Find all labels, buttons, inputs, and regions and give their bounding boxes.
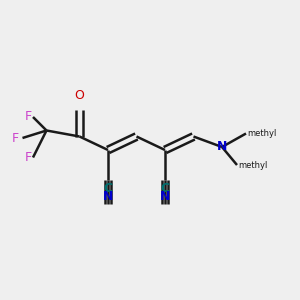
- Text: methyl: methyl: [238, 160, 268, 169]
- Text: N: N: [103, 190, 113, 202]
- Text: F: F: [24, 110, 32, 124]
- Text: N: N: [217, 140, 227, 154]
- Text: F: F: [24, 151, 32, 164]
- Text: C: C: [160, 182, 169, 194]
- Text: F: F: [12, 131, 19, 145]
- Text: C: C: [103, 182, 112, 194]
- Text: N: N: [160, 190, 170, 202]
- Text: methyl: methyl: [248, 129, 277, 138]
- Text: O: O: [75, 89, 84, 102]
